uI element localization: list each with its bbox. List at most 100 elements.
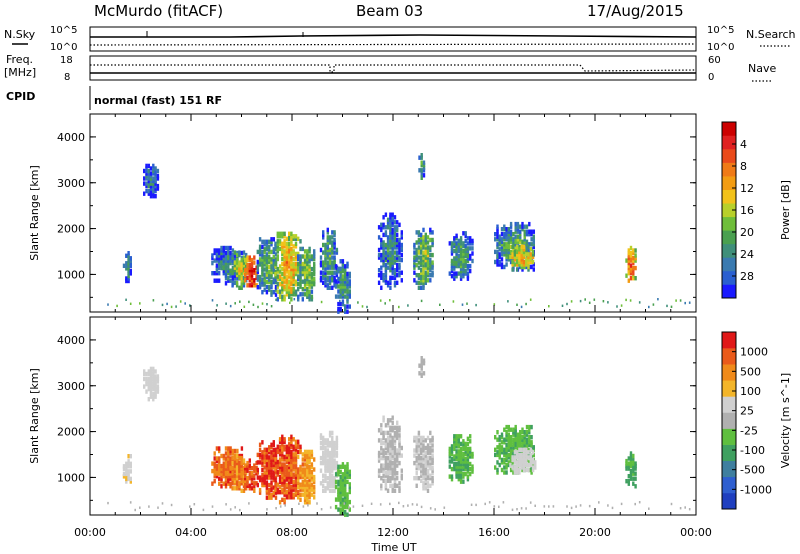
echo-cell xyxy=(511,252,514,257)
echo-cell xyxy=(258,279,262,285)
echo-cell xyxy=(261,282,264,287)
echo-cell xyxy=(459,276,463,281)
echo-cell xyxy=(341,299,345,304)
echo-cell xyxy=(268,467,271,473)
echo-cell xyxy=(215,250,219,256)
echo-cell xyxy=(276,244,279,249)
echo-cell xyxy=(512,237,515,242)
echo-cell xyxy=(420,153,423,158)
echo-cell xyxy=(250,263,254,268)
echo-cell xyxy=(238,263,241,268)
echo-cell xyxy=(511,455,514,460)
echo-cell xyxy=(281,256,284,262)
echo-cell xyxy=(462,474,465,479)
echo-cell xyxy=(306,251,309,257)
echo-cell xyxy=(331,458,334,463)
echo-cell xyxy=(334,294,338,299)
echo-cell xyxy=(516,445,520,450)
echo-cell xyxy=(413,250,416,255)
echo-cell xyxy=(294,459,298,465)
echo-cell xyxy=(242,280,246,285)
echo-cell xyxy=(494,435,497,440)
echo-cell xyxy=(313,266,316,272)
echo-cell xyxy=(382,250,385,255)
echo-cell xyxy=(270,475,273,480)
echo-cell xyxy=(344,276,347,282)
echo-cell xyxy=(418,155,421,160)
echo-cell xyxy=(265,279,269,285)
echo-cell xyxy=(331,430,334,436)
echo-cell xyxy=(424,265,427,270)
echo-cell xyxy=(328,476,332,481)
echo-cell xyxy=(290,287,293,292)
echo-cell xyxy=(494,465,497,470)
x-tick-label: 08:00 xyxy=(276,526,308,539)
echo-cell xyxy=(301,261,304,267)
echo-cell xyxy=(265,252,269,257)
echo-cell xyxy=(285,266,289,272)
scatter-cell xyxy=(202,508,205,512)
echo-cell xyxy=(270,239,273,244)
echo-cell xyxy=(272,452,275,458)
echo-cell xyxy=(344,289,347,294)
echo-cell xyxy=(525,460,528,465)
echo-cell xyxy=(498,442,501,447)
echo-cell xyxy=(384,438,388,443)
echo-cell xyxy=(344,484,347,490)
echo-cell xyxy=(281,472,284,477)
echo-cell xyxy=(331,440,334,446)
echo-cell xyxy=(391,448,394,453)
echo-cell xyxy=(391,450,394,456)
echo-cell xyxy=(220,468,223,474)
echo-cell xyxy=(211,271,214,276)
echo-cell xyxy=(512,264,515,270)
echo-cell xyxy=(455,436,458,441)
echo-cell xyxy=(270,442,273,447)
echo-cell xyxy=(319,435,323,441)
echo-cell xyxy=(324,263,327,268)
echo-cell xyxy=(127,278,130,284)
echo-cell xyxy=(420,270,423,275)
echo-cell xyxy=(450,444,454,449)
echo-cell xyxy=(627,260,630,266)
echo-cell xyxy=(274,247,278,252)
echo-cell xyxy=(270,452,273,458)
echo-cell xyxy=(278,467,282,472)
echo-cell xyxy=(424,263,427,268)
echo-cell xyxy=(306,261,309,267)
echo-cell xyxy=(464,464,467,469)
echo-cell xyxy=(415,448,418,453)
echo-cell xyxy=(310,462,314,467)
echo-cell xyxy=(240,460,243,466)
echo-cell xyxy=(308,284,311,289)
echo-cell xyxy=(288,464,291,470)
echo-cell xyxy=(462,451,465,457)
echo-cell xyxy=(224,250,228,256)
echo-cell xyxy=(288,294,291,299)
colorbar-swatch xyxy=(722,189,736,204)
echo-cell xyxy=(522,465,526,470)
echo-cell xyxy=(380,242,383,248)
echo-cell xyxy=(299,284,302,289)
echo-cell xyxy=(326,275,329,280)
scatter-cell xyxy=(611,506,614,510)
echo-cell xyxy=(290,434,293,439)
echo-cell xyxy=(393,268,397,273)
echo-cell xyxy=(521,227,524,232)
echo-cell xyxy=(382,222,385,227)
echo-cell xyxy=(426,488,430,493)
echo-cell xyxy=(248,265,251,270)
echo-cell xyxy=(261,450,264,455)
echo-cell xyxy=(389,217,392,222)
echo-cell xyxy=(250,280,254,285)
echo-cell xyxy=(384,481,388,486)
echo-cell xyxy=(391,488,394,493)
echo-cell xyxy=(328,473,332,478)
echo-cell xyxy=(424,463,427,468)
echo-cell xyxy=(218,248,221,253)
echo-cell xyxy=(218,463,221,469)
echo-cell xyxy=(516,465,519,470)
scatter-cell xyxy=(248,502,250,505)
echo-cell xyxy=(227,248,230,253)
echo-cell xyxy=(420,478,423,483)
